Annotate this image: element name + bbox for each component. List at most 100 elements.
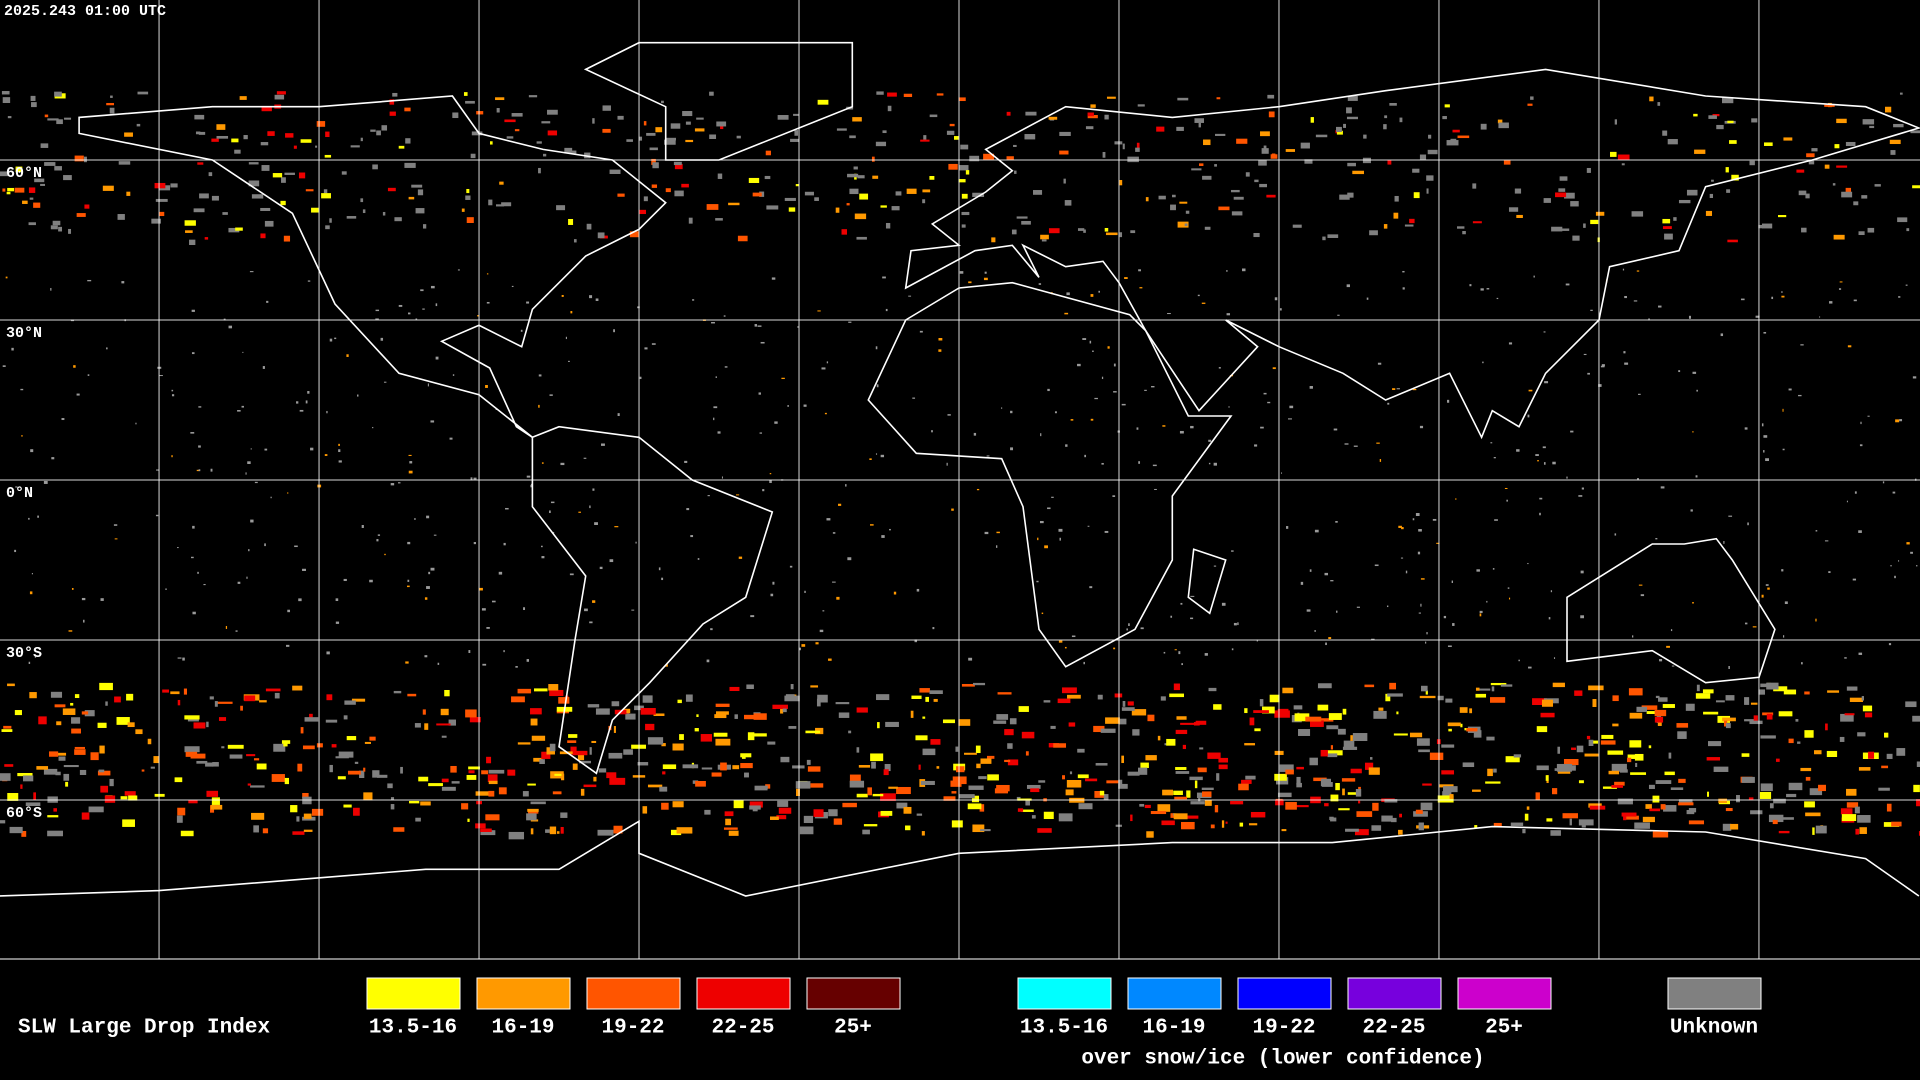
cloud-pixel	[655, 127, 663, 133]
cloud-pixel	[1836, 118, 1847, 124]
cloud-pixel	[959, 794, 975, 799]
cloud-pixel	[28, 222, 36, 226]
cloud-pixel	[1416, 738, 1430, 746]
cloud-pixel	[1782, 408, 1784, 412]
cloud-pixel	[1437, 795, 1454, 803]
cloud-pixel	[613, 329, 615, 333]
cloud-pixel	[1396, 388, 1400, 390]
cloud-pixel	[1399, 813, 1402, 818]
cloud-pixel	[1057, 698, 1071, 704]
cloud-pixel	[847, 173, 859, 178]
cloud-pixel	[1106, 780, 1120, 784]
cloud-pixel	[225, 625, 228, 629]
cloud-pixel	[1426, 188, 1429, 194]
cloud-pixel	[1017, 808, 1024, 812]
cloud-pixel	[1031, 815, 1036, 819]
cloud-pixel	[408, 196, 415, 200]
cloud-pixel	[766, 205, 779, 210]
cloud-pixel	[629, 231, 639, 238]
cloud-pixel	[487, 774, 498, 782]
cloud-pixel	[569, 573, 574, 576]
cloud-pixel	[353, 807, 360, 816]
cloud-pixel	[938, 349, 942, 352]
cloud-pixel	[1420, 802, 1433, 811]
cloud-pixel	[1782, 448, 1785, 451]
cloud-pixel	[1563, 758, 1579, 766]
cloud-pixel	[1268, 111, 1275, 118]
cloud-pixel	[1455, 498, 1457, 500]
cloud-pixel	[470, 477, 473, 481]
cloud-pixel	[1119, 232, 1123, 238]
cloud-pixel	[1347, 95, 1358, 101]
cloud-pixel	[552, 791, 562, 795]
cloud-pixel	[958, 179, 966, 183]
cloud-pixel	[476, 111, 484, 115]
cloud-pixel	[980, 758, 992, 764]
cloud-pixel	[538, 404, 540, 408]
legend-label: 13.5-16	[1020, 1017, 1108, 1040]
cloud-pixel	[617, 413, 620, 417]
cloud-pixel	[606, 772, 617, 779]
cloud-pixel	[193, 722, 206, 729]
cloud-pixel	[81, 711, 89, 715]
cloud-pixel	[235, 630, 238, 632]
cloud-pixel	[912, 397, 916, 399]
cloud-pixel	[1595, 211, 1605, 216]
cloud-pixel	[688, 217, 693, 224]
cloud-pixel	[642, 806, 648, 814]
cloud-pixel	[1186, 790, 1191, 798]
cloud-pixel	[466, 188, 470, 194]
cloud-pixel	[1728, 515, 1733, 517]
cloud-pixel	[1676, 723, 1689, 728]
cloud-pixel	[192, 525, 195, 529]
cloud-pixel	[380, 337, 384, 341]
cloud-pixel	[1748, 797, 1754, 801]
cloud-pixel	[1320, 749, 1328, 757]
cloud-pixel	[182, 657, 185, 661]
cloud-pixel	[1447, 399, 1450, 403]
cloud-pixel	[1373, 710, 1387, 719]
cloud-pixel	[1505, 756, 1520, 763]
cloud-pixel	[1838, 288, 1842, 290]
cloud-pixel	[1071, 635, 1076, 638]
cloud-pixel	[1543, 331, 1546, 333]
cloud-pixel	[1535, 454, 1539, 456]
cloud-pixel	[1466, 728, 1478, 732]
cloud-pixel	[1228, 406, 1230, 408]
cloud-pixel	[1589, 805, 1606, 810]
cloud-pixel	[1775, 758, 1780, 762]
cloud-pixel	[1598, 384, 1602, 387]
cloud-pixel	[1906, 542, 1910, 545]
cloud-pixel	[609, 559, 614, 563]
cloud-pixel	[1415, 513, 1420, 517]
cloud-pixel	[199, 193, 209, 199]
cloud-pixel	[1854, 491, 1857, 494]
cloud-pixel	[511, 113, 523, 117]
cloud-pixel	[50, 225, 58, 230]
cloud-pixel	[40, 183, 46, 186]
cloud-pixel	[1527, 103, 1533, 106]
cloud-pixel	[570, 311, 573, 314]
cloud-pixel	[1310, 117, 1314, 123]
cloud-pixel	[871, 156, 875, 162]
cloud-pixel	[87, 374, 90, 376]
cloud-pixel	[1845, 141, 1856, 147]
cloud-pixel	[1490, 682, 1507, 686]
cloud-pixel	[817, 694, 828, 703]
cloud-pixel	[541, 545, 543, 548]
cloud-pixel	[1383, 124, 1387, 130]
cloud-pixel	[1685, 703, 1695, 711]
cloud-pixel	[1539, 512, 1541, 516]
cloud-pixel	[414, 517, 416, 521]
cloud-pixel	[1066, 779, 1082, 788]
cloud-pixel	[430, 567, 435, 571]
cloud-pixel	[1554, 768, 1566, 771]
cloud-pixel	[1660, 486, 1665, 489]
cloud-pixel	[1862, 705, 1873, 712]
cloud-pixel	[210, 468, 213, 472]
cloud-pixel	[334, 337, 337, 340]
cloud-pixel	[105, 701, 108, 706]
cloud-pixel	[25, 802, 41, 807]
latitude-labels: 60°N30°N0°N30°S60°S	[6, 165, 42, 822]
cloud-pixel	[198, 469, 201, 472]
